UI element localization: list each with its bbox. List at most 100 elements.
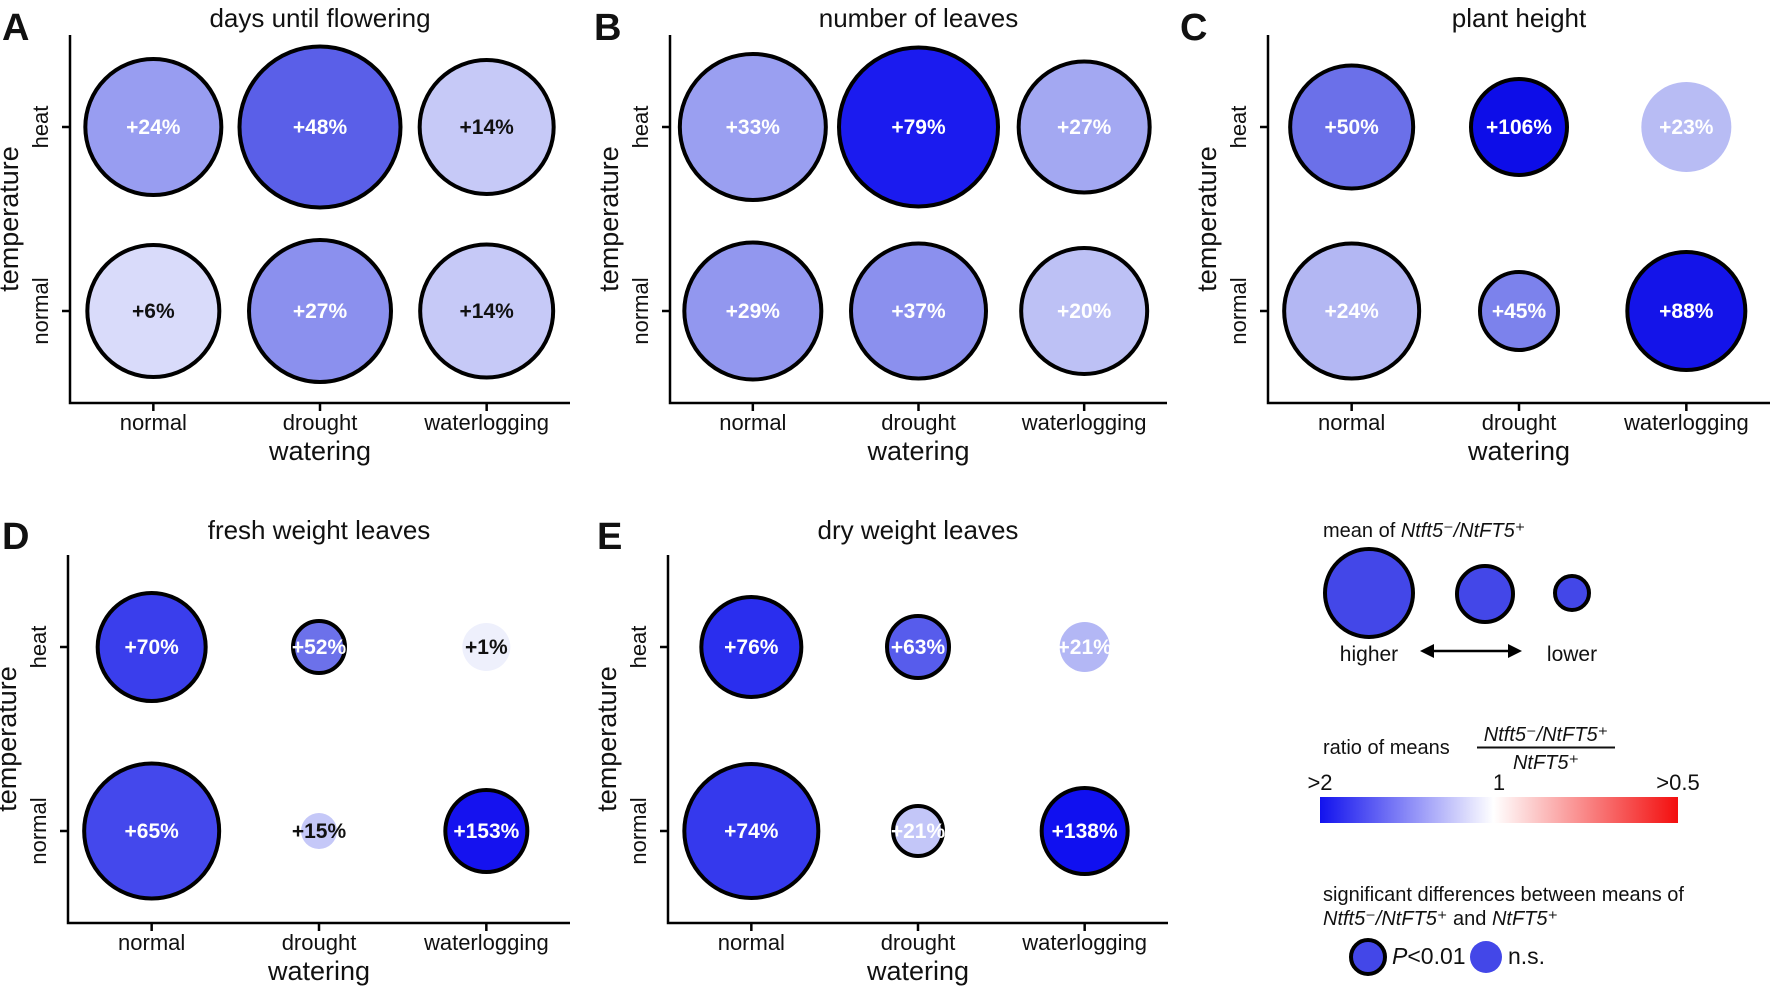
- x-tick-label: normal: [118, 930, 185, 955]
- bubble-C-normal-drought: [1478, 270, 1560, 352]
- bubble-A-normal-normal: [85, 243, 222, 379]
- size-legend-title-genes: Ntft5⁻/NtFT5⁺: [1401, 520, 1525, 542]
- bubble-B-heat-waterlogging: [1016, 59, 1152, 195]
- panel-A: normal drought waterlogging heat normal water…: [0, 3, 570, 466]
- panel-E: normal drought waterlogging heat normal water…: [592, 515, 1168, 986]
- y-axis-title: temperature: [0, 146, 24, 292]
- x-tick-label: waterlogging: [423, 930, 549, 955]
- bubble-label: +52%: [292, 636, 347, 659]
- colorbar: [1320, 797, 1678, 823]
- bubble-A-heat-normal: [83, 57, 224, 197]
- y-tick-label: normal: [626, 797, 651, 864]
- x-axis-title: watering: [1467, 436, 1570, 466]
- size-legend-lower-label: lower: [1547, 643, 1597, 666]
- bubble-label: +29%: [726, 300, 781, 323]
- significance-and: and: [1447, 908, 1491, 930]
- axes: [1266, 35, 1770, 405]
- not-significant-circle-icon: [1470, 941, 1502, 973]
- ratio-legend-label: ratio of means: [1323, 737, 1450, 759]
- x-tick-label: waterlogging: [1021, 410, 1147, 435]
- p-value-label: P<0.01: [1392, 943, 1466, 969]
- colorbar-tick-left: >2: [1307, 770, 1332, 795]
- bubble-label: +24%: [126, 116, 181, 139]
- size-legend-circle-large: [1323, 547, 1415, 639]
- panel-title: plant height: [1452, 3, 1587, 33]
- y-axis-title: temperature: [592, 666, 622, 812]
- bubble-C-heat-waterlogging: [1641, 82, 1732, 172]
- bubble-C-heat-normal: [1288, 63, 1416, 191]
- bubble-E-heat-normal: [699, 595, 804, 699]
- bubble-label: +21%: [1058, 636, 1113, 659]
- y-axis-title: temperature: [1192, 146, 1222, 292]
- axes: [666, 555, 1168, 925]
- bubble-label: +14%: [460, 116, 515, 139]
- arrowhead-right-icon: [1508, 644, 1522, 658]
- axes: [68, 35, 570, 405]
- y-tick-label: heat: [28, 106, 53, 149]
- x-tick-label: waterlogging: [423, 410, 549, 435]
- bubble-D-heat-waterlogging: [462, 623, 511, 671]
- x-tick-label: drought: [881, 930, 956, 955]
- y-tick-label: heat: [628, 106, 653, 149]
- bubble-label: +70%: [125, 636, 180, 659]
- bubble-label: +79%: [891, 116, 946, 139]
- y-tick-label: heat: [1226, 106, 1251, 149]
- significance-title-line2: Ntft5⁻/NtFT5⁺ and NtFT5⁺: [1323, 908, 1558, 930]
- x-tick-label: drought: [282, 930, 357, 955]
- x-tick-label: normal: [718, 930, 785, 955]
- bubble-E-normal-waterlogging: [1039, 786, 1130, 876]
- significance-legend: significant differences between means of…: [1323, 884, 1684, 976]
- x-axis-title: watering: [267, 956, 370, 986]
- bubble-label: +21%: [891, 820, 946, 843]
- bubble-label: +63%: [891, 636, 946, 659]
- bubble-B-normal-waterlogging: [1019, 246, 1150, 376]
- bubble-label: +20%: [1057, 300, 1112, 323]
- x-tick-label: normal: [120, 410, 187, 435]
- ratio-legend: ratio of means Ntft5⁻/NtFT5⁺ NtFT5⁺ >2 1…: [1307, 724, 1700, 823]
- bubble-label: +27%: [1057, 116, 1112, 139]
- ratio-fraction-numerator: Ntft5⁻/NtFT5⁺: [1484, 724, 1608, 746]
- ns-label: n.s.: [1508, 943, 1545, 969]
- bubble-label: +76%: [724, 636, 779, 659]
- bubble-label: +37%: [891, 300, 946, 323]
- panel-C: normal drought waterlogging heat normal water…: [1180, 3, 1770, 466]
- bubble-label: +33%: [726, 116, 781, 139]
- bubble-D-normal-normal: [82, 761, 222, 901]
- x-axis-title: watering: [268, 436, 371, 466]
- bubble-A-normal-drought: [247, 238, 393, 384]
- panel-letter: A: [2, 7, 29, 49]
- bubble-E-normal-normal: [682, 762, 821, 900]
- y-tick-label: heat: [26, 626, 51, 669]
- axes: [668, 35, 1167, 405]
- colorbar-tick-mid: 1: [1493, 770, 1505, 795]
- size-legend-circle-small: [1553, 574, 1591, 612]
- bubble-label: +23%: [1659, 116, 1714, 139]
- x-axis-title: watering: [866, 956, 969, 986]
- ratio-fraction-denominator: NtFT5⁺: [1513, 752, 1579, 774]
- bubble-label: +45%: [1492, 300, 1547, 323]
- size-legend-circle-medium: [1455, 564, 1515, 624]
- x-tick-label: waterlogging: [1021, 930, 1147, 955]
- significance-genes1: Ntft5⁻/NtFT5⁺: [1323, 908, 1447, 930]
- bubble-label: +88%: [1659, 300, 1714, 323]
- x-tick-label: drought: [881, 410, 956, 435]
- y-tick-label: normal: [1226, 277, 1251, 344]
- bubble-D-normal-waterlogging: [443, 788, 530, 874]
- bubble-E-normal-drought: [891, 804, 945, 858]
- bubble-label: +14%: [460, 300, 515, 323]
- panel-title: fresh weight leaves: [208, 515, 431, 545]
- x-tick-label: drought: [1482, 410, 1557, 435]
- x-axis-title: watering: [866, 436, 969, 466]
- x-tick-label: waterlogging: [1623, 410, 1749, 435]
- y-tick-label: heat: [626, 626, 651, 669]
- panel-letter: D: [2, 516, 29, 558]
- bubble-A-normal-waterlogging: [418, 242, 556, 380]
- p-rest: <0.01: [1407, 943, 1465, 969]
- panel-letter: E: [597, 516, 622, 558]
- significance-genes2: NtFT5⁺: [1492, 908, 1558, 930]
- panel-title: days until flowering: [209, 3, 430, 33]
- bubble-B-normal-drought: [849, 241, 988, 381]
- size-legend-title: mean of Ntft5⁻/NtFT5⁺: [1323, 520, 1525, 542]
- panel-letter: B: [594, 7, 621, 49]
